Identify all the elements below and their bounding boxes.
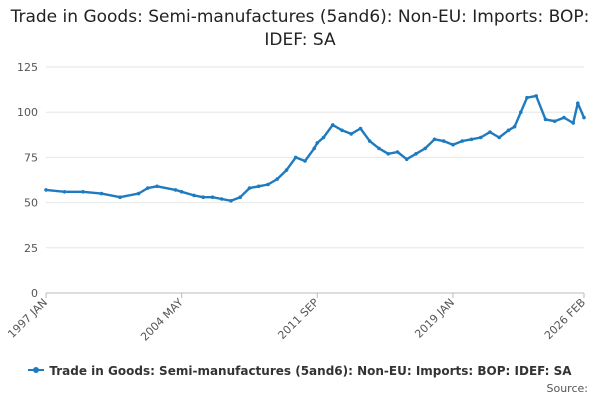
y-tick-label: 0 <box>31 287 38 300</box>
data-point[interactable] <box>330 123 335 127</box>
data-point[interactable] <box>423 146 428 151</box>
data-point[interactable] <box>395 150 400 154</box>
data-point[interactable] <box>451 142 455 147</box>
data-point[interactable] <box>293 155 298 160</box>
y-tick-label: 75 <box>24 151 38 164</box>
gridlines <box>46 66 584 294</box>
chart-title-wrap: Trade in Goods: Semi-manufactures (5and6… <box>0 6 600 52</box>
legend-label: Trade in Goods: Semi-manufactures (5and6… <box>49 364 572 378</box>
data-point[interactable] <box>321 135 326 140</box>
data-point[interactable] <box>62 190 67 194</box>
data-point[interactable] <box>155 184 159 189</box>
y-tick-label: 100 <box>17 106 38 119</box>
data-point[interactable] <box>118 195 122 199</box>
data-point[interactable] <box>478 135 483 140</box>
x-axis: 1997 JAN 2004 MAY 2011 SEP 2019 JAN 2026 FEB <box>5 293 588 344</box>
data-point[interactable] <box>562 115 566 120</box>
data-point[interactable] <box>81 190 85 194</box>
x-tick-label: 2019 JAN <box>412 296 457 341</box>
data-point[interactable] <box>377 146 381 151</box>
data-point[interactable] <box>145 186 150 190</box>
data-point[interactable] <box>284 168 289 172</box>
data-point[interactable] <box>512 124 517 129</box>
series-points <box>44 94 586 203</box>
data-point[interactable] <box>432 137 437 142</box>
x-tick-label: 2011 SEP <box>275 296 321 342</box>
data-point[interactable] <box>469 137 474 142</box>
data-point[interactable] <box>238 195 242 199</box>
data-point[interactable] <box>519 110 523 114</box>
y-tick-label: 25 <box>24 242 38 255</box>
data-point[interactable] <box>173 188 178 192</box>
data-point[interactable] <box>386 152 391 156</box>
data-point[interactable] <box>179 190 184 194</box>
data-point[interactable] <box>266 182 270 187</box>
data-point[interactable] <box>219 197 224 201</box>
legend[interactable]: Trade in Goods: Semi-manufactures (5and6… <box>0 364 600 378</box>
data-point[interactable] <box>367 139 372 143</box>
y-tick-label: 125 <box>17 61 38 74</box>
x-tick-label: 2004 MAY <box>138 296 186 344</box>
data-point[interactable] <box>349 132 354 136</box>
data-point[interactable] <box>275 177 280 181</box>
data-point[interactable] <box>460 139 465 143</box>
data-point[interactable] <box>552 119 557 123</box>
legend-swatch-icon <box>28 366 45 373</box>
x-tick-label: 2026 FEB <box>542 296 588 342</box>
y-axis: 0 25 50 75 100 125 <box>17 61 38 300</box>
x-tick-label: 1997 JAN <box>5 296 50 341</box>
data-point[interactable] <box>414 152 418 156</box>
data-point[interactable] <box>441 139 446 143</box>
data-point[interactable] <box>576 101 580 105</box>
data-point[interactable] <box>192 193 196 198</box>
data-point[interactable] <box>543 117 548 122</box>
data-point[interactable] <box>256 184 261 189</box>
data-point[interactable] <box>340 128 344 133</box>
data-point[interactable] <box>358 126 363 131</box>
chart-title: Trade in Goods: Semi-manufactures (5and6… <box>10 7 590 50</box>
data-point[interactable] <box>99 191 104 196</box>
data-point[interactable] <box>44 188 48 192</box>
data-point[interactable] <box>488 130 492 134</box>
data-point[interactable] <box>247 186 252 190</box>
data-point[interactable] <box>312 146 317 151</box>
data-point[interactable] <box>201 195 205 199</box>
source-label: Source: <box>546 382 589 395</box>
data-point[interactable] <box>534 94 538 98</box>
data-point[interactable] <box>315 141 320 145</box>
data-point[interactable] <box>582 115 586 120</box>
data-point[interactable] <box>404 157 409 161</box>
data-point[interactable] <box>525 95 529 100</box>
data-point[interactable] <box>136 191 141 196</box>
data-point[interactable] <box>303 159 307 163</box>
data-point[interactable] <box>497 135 502 140</box>
data-point[interactable] <box>506 128 511 133</box>
data-point[interactable] <box>229 199 233 203</box>
data-point[interactable] <box>571 121 575 125</box>
data-point[interactable] <box>210 195 215 199</box>
y-tick-label: 50 <box>24 197 38 210</box>
